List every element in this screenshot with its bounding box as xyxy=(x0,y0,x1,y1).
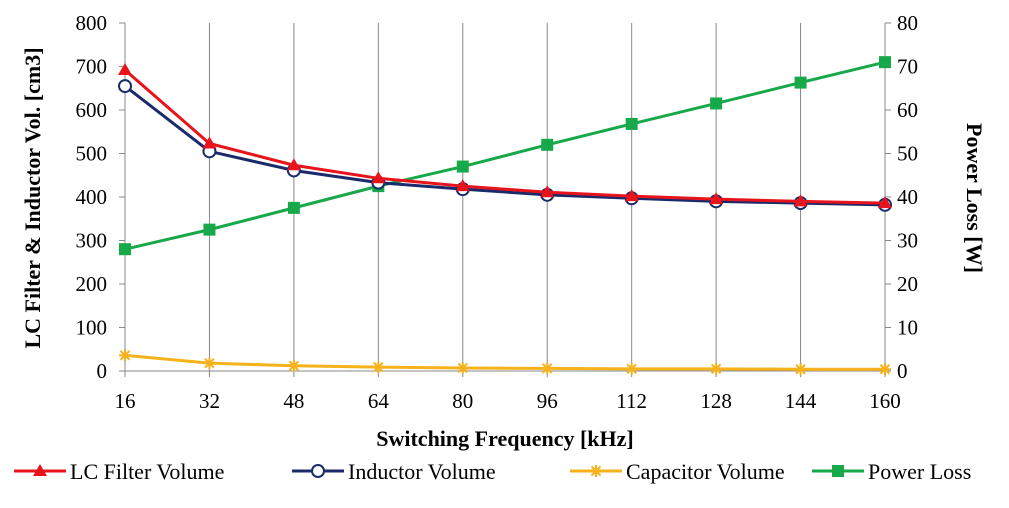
legend-marker xyxy=(590,465,602,477)
right-y-tick-label: 20 xyxy=(897,272,918,296)
left-y-tick-label: 300 xyxy=(76,229,108,253)
legend-label: Inductor Volume xyxy=(348,459,496,484)
data-point-capacitor-volume xyxy=(625,362,638,375)
data-point-lc-filter-volume xyxy=(371,171,386,184)
x-tick-label: 160 xyxy=(869,389,901,413)
legend-item-inductor-volume: Inductor Volume xyxy=(292,459,496,484)
right-y-tick-label: 50 xyxy=(897,142,918,166)
series-layer xyxy=(118,56,892,376)
legend: LC Filter Volume Inductor Volume Capacitor… xyxy=(14,459,971,484)
x-tick-label: 128 xyxy=(700,389,732,413)
left-y-tick-label: 400 xyxy=(76,185,108,209)
data-point-lc-filter-volume xyxy=(793,194,808,207)
left-y-tick-label: 200 xyxy=(76,272,108,296)
left-y-tick-label: 0 xyxy=(97,359,108,383)
x-tick-label: 96 xyxy=(537,389,558,413)
right-y-tick-label: 10 xyxy=(897,316,918,340)
axes: 16 32 48 64 80 96 112 128 144 1600100200300400500… xyxy=(76,11,919,413)
data-point-lc-filter-volume xyxy=(202,136,217,149)
series-power-loss xyxy=(119,56,891,256)
left-y-tick-label: 600 xyxy=(76,98,108,122)
left-y-tick-label: 100 xyxy=(76,316,108,340)
left-y-axis-title: LC Filter & Inductor Vol. [cm3] xyxy=(20,47,45,348)
data-point-power-loss xyxy=(287,201,300,214)
data-point-inductor-volume xyxy=(118,79,132,94)
data-point-capacitor-volume xyxy=(710,362,723,375)
series-inductor-volume xyxy=(118,79,892,212)
data-point-capacitor-volume xyxy=(456,361,469,374)
data-point-lc-filter-volume xyxy=(455,179,470,192)
data-point-power-loss xyxy=(456,160,469,173)
legend-label: LC Filter Volume xyxy=(70,459,224,484)
series-line-power-loss xyxy=(124,60,886,251)
right-y-tick-label: 80 xyxy=(897,11,918,35)
x-tick-label: 144 xyxy=(785,389,817,413)
data-point-lc-filter-volume xyxy=(878,196,892,209)
legend-marker xyxy=(33,464,47,476)
data-point-power-loss xyxy=(794,76,807,89)
data-point-lc-filter-volume xyxy=(118,62,132,75)
legend-marker xyxy=(311,464,325,478)
x-tick-label: 112 xyxy=(616,389,647,413)
x-tick-label: 80 xyxy=(452,389,473,413)
legend-label: Power Loss xyxy=(868,459,971,484)
x-tick-label: 48 xyxy=(283,389,304,413)
data-point-capacitor-volume xyxy=(119,349,131,362)
data-point-power-loss xyxy=(625,117,638,130)
data-point-power-loss xyxy=(879,56,891,69)
data-point-capacitor-volume xyxy=(541,362,554,375)
data-point-lc-filter-volume xyxy=(540,185,555,198)
data-point-capacitor-volume xyxy=(794,363,807,376)
series-line-lc-filter-volume xyxy=(124,68,886,205)
series-line-capacitor-volume xyxy=(124,353,885,371)
legend-item-power-loss: Power Loss xyxy=(812,459,971,484)
data-point-capacitor-volume xyxy=(287,359,300,372)
data-point-power-loss xyxy=(541,138,554,151)
data-point-capacitor-volume xyxy=(879,363,891,376)
data-point-capacitor-volume xyxy=(372,361,385,374)
data-point-power-loss xyxy=(710,97,723,110)
legend-item-lc-filter-volume: LC Filter Volume xyxy=(14,459,224,484)
series-line-inductor-volume xyxy=(124,84,886,207)
data-point-power-loss xyxy=(119,243,131,256)
left-y-tick-label: 800 xyxy=(76,11,108,35)
x-tick-label: 16 xyxy=(115,389,136,413)
data-point-lc-filter-volume xyxy=(286,158,301,171)
right-y-tick-label: 30 xyxy=(897,229,918,253)
series-capacitor-volume xyxy=(119,349,891,376)
legend-marker xyxy=(832,465,844,477)
right-y-tick-label: 70 xyxy=(897,55,918,79)
data-point-lc-filter-volume xyxy=(624,189,639,202)
right-y-axis-title: Power Loss [W] xyxy=(962,123,987,273)
left-y-tick-label: 700 xyxy=(76,55,108,79)
left-y-tick-label: 500 xyxy=(76,142,108,166)
legend-item-capacitor-volume: Capacitor Volume xyxy=(570,459,785,484)
x-tick-label: 64 xyxy=(368,389,390,413)
legend-label: Capacitor Volume xyxy=(626,459,785,484)
right-y-tick-label: 60 xyxy=(897,98,918,122)
x-tick-label: 32 xyxy=(199,389,220,413)
data-point-capacitor-volume xyxy=(203,357,216,370)
series-lc-filter-volume xyxy=(118,62,892,209)
x-axis-title: Switching Frequency [kHz] xyxy=(376,426,633,451)
data-point-lc-filter-volume xyxy=(709,192,724,205)
data-point-power-loss xyxy=(203,223,216,236)
right-y-tick-label: 0 xyxy=(897,359,908,383)
right-y-tick-label: 40 xyxy=(897,185,918,209)
